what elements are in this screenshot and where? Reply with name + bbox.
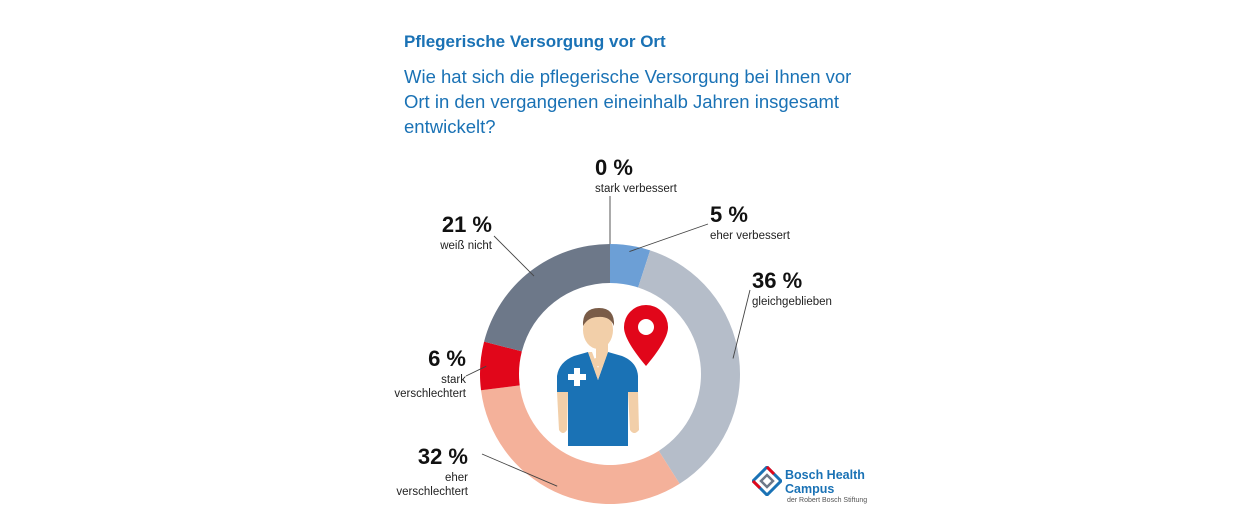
chart-question: Wie hat sich die pflegerische Versorgung… <box>404 66 852 137</box>
slice-eher-verschlechtert <box>481 385 680 505</box>
chart-title: Pflegerische Versorgung vor Ort <box>404 32 666 51</box>
percent-label-stark-verbessert: 0 % <box>595 155 633 180</box>
category-label-stark-verschlechtert: stark <box>441 374 466 386</box>
slice-weiss-nicht <box>484 244 610 352</box>
category-label-weiss-nicht: weiß nicht <box>439 240 493 252</box>
leader-line-gleichgeblieben <box>732 289 751 359</box>
category-label-eher-verschlechtert: verschlechtert <box>396 486 468 498</box>
leader-line-stark-verschlechtert <box>465 365 487 377</box>
slice-stark-verschlechtert <box>480 341 522 391</box>
category-label-eher-verschlechtert: eher <box>445 472 468 484</box>
nurse-icon <box>557 308 639 446</box>
logo-name-line2: Campus <box>785 482 835 496</box>
logo-subline: der Robert Bosch Stiftung <box>787 497 868 504</box>
category-label-stark-verschlechtert: verschlechtert <box>394 388 466 400</box>
category-label-eher-verbessert: eher verbessert <box>710 230 791 242</box>
percent-label-stark-verschlechtert: 6 % <box>428 346 466 371</box>
percent-label-gleichgeblieben: 36 % <box>752 268 802 293</box>
percent-label-weiss-nicht: 21 % <box>442 212 492 237</box>
slice-eher-verbessert <box>610 244 651 288</box>
leader-line-eher-verschlechtert <box>481 453 558 487</box>
location-pin-icon <box>624 305 668 366</box>
category-label-stark-verbessert: stark verbessert <box>595 183 678 195</box>
leader-line-weiss-nicht <box>493 235 535 277</box>
leader-line-eher-verbessert <box>629 223 709 252</box>
logo-mark-icon <box>752 466 782 496</box>
slice-gleichgeblieben <box>638 250 741 484</box>
percent-label-eher-verschlechtert: 32 % <box>418 444 468 469</box>
category-label-gleichgeblieben: gleichgeblieben <box>752 296 832 308</box>
percent-label-eher-verbessert: 5 % <box>710 202 748 227</box>
logo-name-line1: Bosch Health <box>785 468 865 482</box>
